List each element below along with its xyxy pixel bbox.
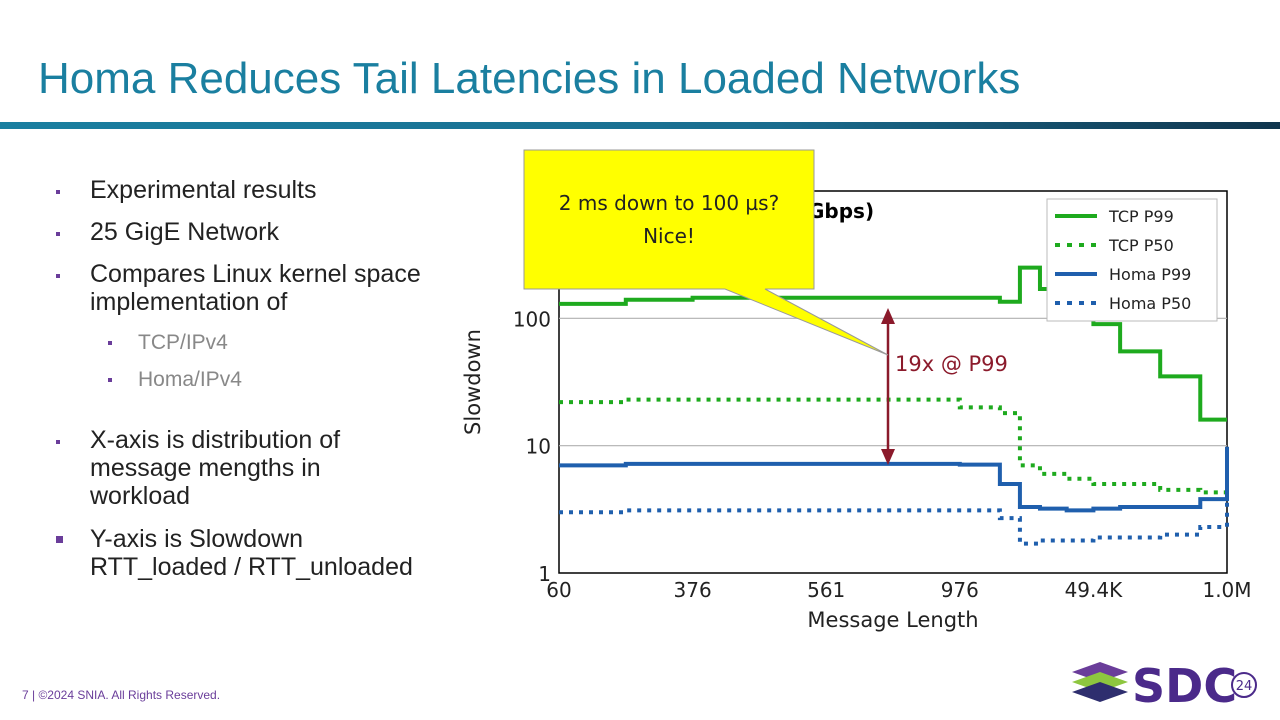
x-tick-label: 976 [941,578,979,602]
logo-badge [1231,672,1257,698]
series-line-homa-p99 [559,446,1229,513]
series-line-homa-p50 [559,493,1229,546]
plot-area [558,190,1228,574]
sdc-logo: SDC 24 [1072,659,1257,708]
legend-label: Homa P99 [1109,265,1191,284]
bullet-line: Compares Linux kernel space [90,260,421,288]
p99-gap-annotation: 19x @ P99 [881,308,1008,465]
legend: TCP P99 TCP P50 Homa P99 Homa P50 [1046,198,1218,322]
bullet-marker [56,440,60,444]
y-tick-label: 10 [526,180,551,204]
callout-line-2: Nice! [643,224,695,248]
legend-label: TCP P99 [1108,207,1174,226]
y-tick-label: 1 [538,562,551,586]
speech-callout: 2 ms down to 100 µs? Nice! [523,149,889,356]
gridlines [559,317,1227,447]
annotation-label: 19x @ P99 [895,352,1008,376]
callout-bubble [523,149,889,356]
bullet-text: X-axis is distribution of message mength… [90,426,340,510]
legend-label: Homa P50 [1109,294,1191,313]
series-line-tcp-p99 [559,265,1227,422]
bullet-line: message mengths in [90,454,321,482]
bullet-text: Homa/IPv4 [138,368,242,391]
bullet-line: Y-axis is Slowdown [90,525,304,553]
series-line-tcp-p50 [559,397,1229,495]
y-tick-labels: 1 10 100 10 [513,180,551,586]
x-tick-label: 561 [807,578,845,602]
bullet-line: implementation of [90,288,288,316]
bullet-line: X-axis is distribution of [90,426,341,454]
arrowhead-down-icon [881,449,895,465]
x-tick-label: 1.0M [1202,578,1251,602]
bullet-marker [56,232,60,236]
bullet-text: 25 GigE Network [90,218,279,246]
bullet-marker [108,378,112,382]
series-lines [559,265,1229,546]
bullet-text: Y-axis is Slowdown RTT_loaded / RTT_unlo… [90,525,413,581]
bullet-line: RTT_loaded / RTT_unloaded [90,553,413,581]
x-tick-label: 376 [674,578,712,602]
x-tick-label: 49.4K [1065,578,1124,602]
y-tick-label: 10 [526,435,551,459]
y-axis-label: Slowdown [461,329,485,435]
x-axis-label: Message Length [807,608,978,632]
bullet-marker [56,274,60,278]
bullet-marker [56,190,60,194]
logo-badge-text: 24 [1236,679,1253,694]
x-tick-label: 60 [546,578,571,602]
copyright-footer: 7 | ©2024 SNIA. All Rights Reserved. [22,688,221,702]
bullet-text: Experimental results [90,176,317,204]
stacked-layers-icon [1072,662,1128,702]
legend-label: TCP P50 [1108,236,1174,255]
arrowhead-up-icon [881,308,895,324]
bullet-text: Compares Linux kernel space implementati… [90,260,421,316]
y-tick-label: 100 [513,307,551,331]
callout-line-1: 2 ms down to 100 µs? [559,191,779,215]
bullet-marker [56,536,63,543]
slide-title: Homa Reduces Tail Latencies in Loaded Ne… [38,54,1021,103]
chart-partial-title: Gbps) [808,199,874,223]
bullet-text: TCP/IPv4 [138,331,228,354]
bullet-marker [108,341,112,345]
bullet-line: workload [90,482,191,510]
logo-text: SDC [1132,659,1237,708]
title-divider [0,122,1280,129]
x-tick-labels: 60 376 561 976 49.4K 1.0M [546,578,1251,602]
legend-box [1046,198,1218,322]
